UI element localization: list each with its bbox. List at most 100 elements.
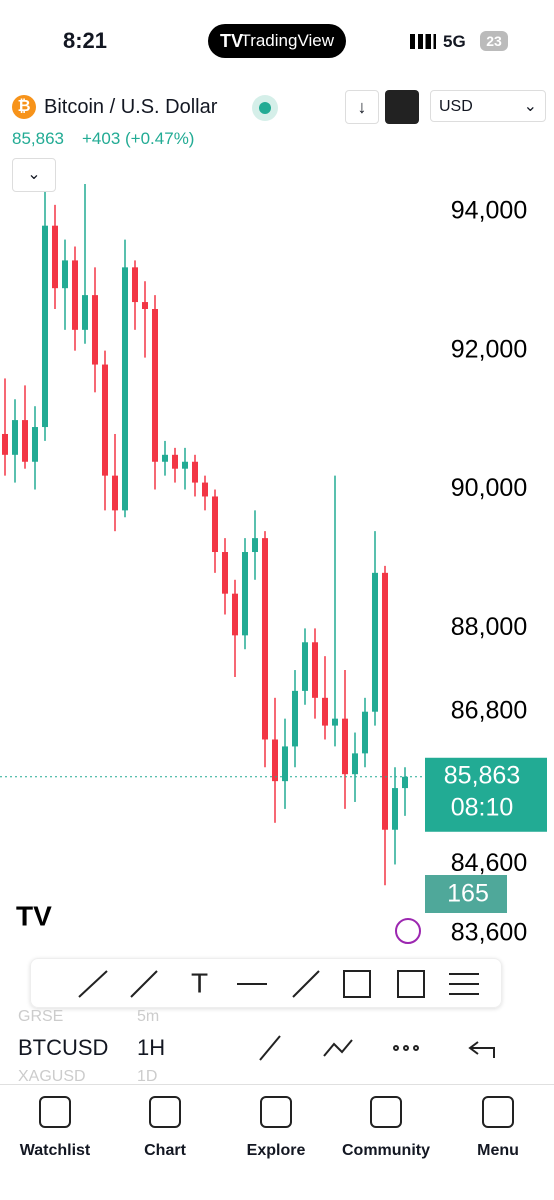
status-dot [252, 95, 278, 121]
nav-label: Community [342, 1142, 430, 1159]
nav-icon [149, 1096, 181, 1128]
ray-tool[interactable] [292, 970, 320, 998]
candle-body [342, 718, 348, 775]
candle-body [262, 538, 268, 740]
candle-body [102, 364, 108, 476]
y-tick-label: 83,600 [451, 919, 527, 947]
measure-tool[interactable] [343, 970, 371, 998]
download-button[interactable]: ↓ [345, 90, 379, 124]
nav-label: Chart [144, 1142, 186, 1159]
volume-badge [425, 875, 507, 913]
fullscreen-button[interactable] [385, 90, 419, 124]
candle-body [242, 552, 248, 636]
candle-body [132, 267, 138, 303]
undo-button[interactable] [468, 1041, 495, 1058]
currency: USD [439, 98, 473, 115]
signal [410, 34, 436, 49]
candle-body [212, 496, 218, 553]
app-pill: TV TradingView [208, 24, 346, 58]
candle-body [172, 454, 178, 469]
app-name: TradingView [240, 31, 334, 50]
candle-body [402, 776, 408, 789]
text-tool[interactable]: T [191, 967, 208, 998]
network: 5G [443, 32, 466, 51]
candle-body [352, 753, 358, 775]
price: 85,863 [12, 129, 64, 148]
candle-body [112, 475, 118, 511]
nav-label: Explore [246, 1142, 306, 1159]
symbol-name[interactable]: Bitcoin / U.S. Dollar [44, 96, 218, 118]
candle-body [302, 642, 308, 691]
volume-label: 165 [447, 880, 489, 908]
last-price-badge [425, 757, 547, 832]
candle-body [362, 711, 368, 754]
chart-actions [259, 1035, 495, 1061]
interval[interactable]: 1H [137, 1035, 166, 1060]
candle-body [252, 538, 258, 553]
candle-body [372, 572, 378, 712]
more-button[interactable] [393, 1045, 399, 1051]
candle-body [162, 454, 168, 462]
candle-body [332, 718, 338, 726]
y-tick-label: 94,000 [451, 196, 527, 224]
candle-body [192, 461, 198, 483]
rect-tool[interactable] [397, 970, 425, 998]
chart: TV 94,000 92,000 90,000 88,000 86,800 84,600 8… [0, 184, 547, 947]
candle-body [312, 642, 318, 698]
indicators-button[interactable] [323, 1039, 353, 1057]
y-tick-label: 86,800 [451, 696, 527, 724]
candle-body [222, 552, 228, 594]
candle-body [182, 461, 188, 469]
candle-body [22, 420, 28, 462]
candle-body [122, 267, 128, 511]
time: 8:21 [63, 28, 108, 53]
nav-label: Watchlist [19, 1142, 91, 1159]
candle-body [202, 482, 208, 497]
nav-icon [260, 1096, 292, 1128]
candle-body [82, 295, 88, 330]
bolt-icon[interactable] [395, 918, 421, 944]
drawing-toolbar: T [30, 958, 502, 1008]
change: +403 (+0.47%) [82, 129, 195, 148]
candle-body [52, 225, 58, 289]
nav-item[interactable]: Explore [221, 1090, 331, 1160]
candle-body [12, 420, 18, 455]
tv-logo: TV [16, 900, 52, 931]
nav-icon [39, 1096, 71, 1128]
nav-label: Menu [477, 1142, 519, 1159]
next-interval: 1D [137, 1068, 158, 1085]
candle-body [72, 260, 78, 330]
nav-item[interactable]: Watchlist [0, 1090, 110, 1160]
candle-body [152, 309, 158, 462]
candle-body [42, 225, 48, 428]
candle-body [142, 302, 148, 310]
candle-body [2, 433, 8, 455]
prev-interval: 5m [137, 1008, 160, 1025]
candle-body [32, 427, 38, 462]
candle-body [382, 572, 388, 830]
candle-body [292, 690, 298, 747]
countdown: 08:10 [451, 793, 514, 821]
candle-body [282, 746, 288, 782]
battery: 23 [480, 31, 508, 51]
currency-select[interactable]: USD ⌄ [430, 90, 546, 122]
nav-icon [370, 1096, 402, 1128]
symbol[interactable]: BTCUSD [18, 1035, 109, 1060]
drawing-tools: T [78, 967, 479, 998]
btc-icon: ₿ [12, 95, 36, 119]
y-tick-label: 90,000 [451, 474, 527, 502]
arrow-tool[interactable] [130, 970, 158, 998]
nav-item[interactable]: Community [331, 1090, 441, 1160]
candle-body [92, 295, 98, 365]
nav-icon [482, 1096, 514, 1128]
nav-item[interactable]: Menu [443, 1090, 553, 1160]
collapse-button[interactable]: ⌄ [12, 158, 56, 192]
next-symbol: XAGUSD [18, 1068, 86, 1085]
candle-body [392, 788, 398, 830]
prev-symbol: GRSE [18, 1008, 64, 1025]
trend-line-tool[interactable] [78, 970, 108, 998]
draw-button[interactable] [259, 1035, 281, 1061]
nav-item[interactable]: Chart [110, 1090, 220, 1160]
candle-body [232, 593, 238, 636]
